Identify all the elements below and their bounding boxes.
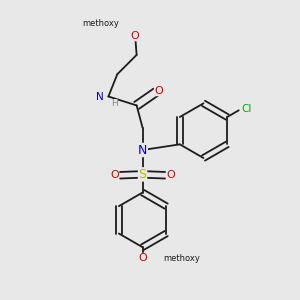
Text: O: O: [138, 254, 147, 263]
Text: H: H: [111, 100, 118, 109]
Text: N: N: [96, 92, 104, 101]
Text: O: O: [167, 170, 175, 180]
Text: methoxy: methoxy: [82, 19, 119, 28]
Text: O: O: [154, 85, 163, 96]
Text: N: N: [138, 143, 147, 157]
Text: methoxy: methoxy: [164, 254, 200, 263]
Text: O: O: [110, 170, 119, 180]
Text: S: S: [139, 168, 147, 181]
Text: Cl: Cl: [241, 104, 251, 114]
Text: O: O: [131, 31, 140, 40]
